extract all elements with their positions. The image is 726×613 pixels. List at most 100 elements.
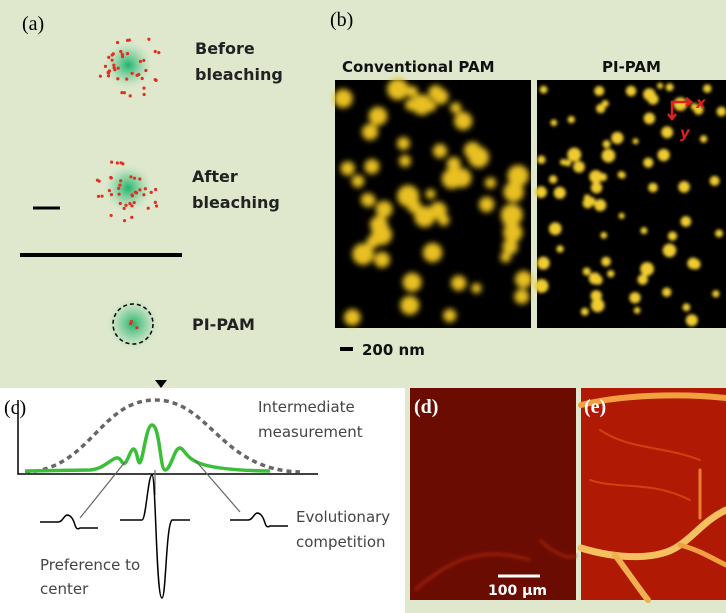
panel-label: (d) — [414, 396, 438, 418]
molecule — [123, 91, 126, 94]
spot — [549, 175, 557, 183]
spot — [364, 159, 379, 174]
molecule — [154, 188, 157, 191]
molecule — [100, 195, 103, 198]
molecule — [112, 52, 115, 55]
spot — [666, 84, 673, 91]
molecule — [119, 50, 122, 53]
spot — [594, 86, 604, 96]
spot — [674, 97, 688, 111]
figure: (a) Before bleaching After bleaching PI-… — [0, 0, 726, 613]
spot — [717, 107, 726, 117]
spot — [433, 144, 447, 158]
molecule — [143, 93, 146, 96]
spot — [515, 271, 532, 288]
spot — [442, 169, 462, 189]
molecule — [116, 77, 119, 80]
spot — [600, 232, 607, 239]
panel-label: (b) — [330, 9, 353, 31]
before-text: Before — [195, 39, 255, 58]
scale-text: 200 nm — [362, 341, 425, 359]
spot — [687, 258, 698, 269]
spot — [370, 216, 388, 234]
molecule — [144, 187, 147, 190]
spot — [549, 222, 562, 235]
spot — [374, 252, 390, 268]
after-text: bleaching — [192, 193, 280, 212]
spot — [710, 176, 720, 186]
spot — [587, 197, 596, 206]
spot — [633, 138, 639, 144]
spot — [596, 104, 605, 113]
spot — [447, 157, 461, 171]
spot — [433, 89, 449, 105]
molecule — [107, 56, 110, 59]
image — [410, 388, 576, 600]
molecule — [123, 219, 126, 222]
after-text: After — [192, 167, 238, 186]
spot — [626, 86, 637, 97]
spot — [554, 187, 566, 199]
spot — [681, 216, 692, 227]
before-text: bleaching — [195, 65, 283, 84]
spot — [643, 88, 655, 100]
spot — [471, 283, 481, 293]
scale-text: 100 µm — [488, 583, 547, 599]
molecule — [108, 69, 111, 72]
spot — [573, 161, 585, 173]
spot — [567, 148, 581, 162]
spot — [640, 262, 654, 276]
spot — [362, 124, 378, 140]
molecule — [110, 193, 113, 196]
molecule — [142, 86, 145, 89]
spot — [668, 231, 677, 240]
spot — [712, 290, 719, 297]
spot — [403, 273, 422, 292]
spot — [537, 257, 550, 270]
spot — [397, 137, 410, 150]
spot — [601, 257, 611, 267]
spot — [503, 182, 523, 202]
molecule — [154, 201, 157, 204]
molecule — [129, 94, 132, 97]
molecule — [117, 187, 120, 190]
spot — [611, 132, 623, 144]
molecule — [138, 177, 141, 180]
spot — [678, 181, 690, 193]
spot — [399, 155, 411, 167]
spot — [686, 314, 698, 326]
spot — [344, 309, 361, 326]
spot — [430, 202, 447, 219]
molecule — [135, 191, 138, 194]
annotation: Evolutionary — [296, 508, 390, 526]
annotation: Preference to — [40, 556, 140, 574]
spot — [599, 173, 607, 181]
molecule — [124, 204, 127, 207]
molecule — [121, 53, 124, 56]
image — [581, 388, 726, 600]
molecule — [110, 214, 113, 217]
molecule — [139, 60, 142, 63]
spot — [629, 292, 640, 303]
axis-label: y — [680, 124, 691, 142]
molecule — [96, 179, 99, 182]
molecule — [130, 216, 133, 219]
image-title: PI-PAM — [602, 58, 661, 76]
panel-label: (e) — [584, 396, 606, 418]
spot — [603, 140, 611, 148]
spot — [450, 102, 461, 113]
molecule — [133, 201, 136, 204]
annotation: center — [40, 580, 89, 598]
spot — [352, 243, 374, 265]
molecule — [142, 193, 145, 196]
molecule — [154, 50, 157, 53]
spot — [361, 193, 375, 207]
spot — [540, 86, 548, 94]
molecule — [107, 74, 110, 77]
spot — [663, 244, 677, 258]
molecule — [126, 52, 129, 55]
image — [537, 80, 726, 328]
molecule — [121, 162, 124, 165]
molecule — [157, 51, 160, 54]
panel-label: (c) — [4, 397, 26, 419]
